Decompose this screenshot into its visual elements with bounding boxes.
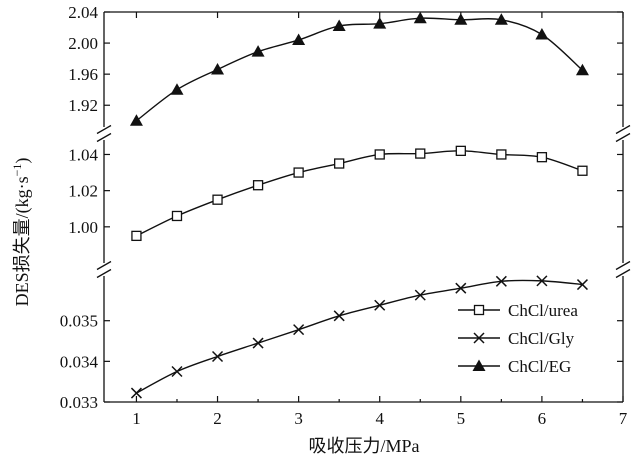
legend: ChCl/urea ChCl/Gly ChCl/EG	[458, 301, 578, 376]
x-tick-label: 7	[619, 409, 628, 428]
y-tick-label: 2.00	[68, 34, 98, 53]
series-chcl-gly	[130, 275, 588, 399]
data-point	[130, 387, 142, 399]
data-point	[496, 149, 507, 160]
y-axis-title: DES损失量/(kg·s−1)	[10, 158, 33, 307]
x-tick-label: 6	[538, 409, 547, 428]
data-point	[494, 13, 508, 25]
data-point	[455, 282, 467, 294]
data-point	[292, 33, 306, 45]
data-point	[536, 275, 548, 287]
series-line	[136, 150, 583, 237]
legend-entry: ChCl/EG	[458, 357, 571, 376]
data-point	[212, 350, 224, 363]
legend-label: ChCl/EG	[508, 357, 571, 376]
data-point	[251, 45, 265, 57]
data-point	[575, 63, 589, 76]
data-point	[212, 194, 223, 205]
legend-label: ChCl/urea	[508, 301, 578, 320]
axis-break-mark	[615, 260, 631, 271]
x-tick-label: 2	[213, 409, 222, 428]
data-point	[333, 310, 345, 322]
data-point	[131, 230, 142, 242]
data-point	[455, 145, 466, 157]
legend-marker	[472, 359, 486, 371]
data-point	[577, 165, 588, 176]
axis-break-mark	[96, 124, 112, 135]
legend-marker	[473, 304, 485, 316]
series-chcl-eg	[129, 11, 589, 126]
y-tick-label: 1.92	[68, 96, 98, 115]
data-point	[334, 158, 345, 169]
data-point	[454, 13, 468, 25]
data-point	[415, 148, 426, 159]
data-point	[373, 17, 387, 29]
x-tick-label: 5	[457, 409, 466, 428]
y-tick-label: 0.034	[60, 352, 99, 371]
series-line	[136, 17, 583, 122]
axis-break-mark	[96, 132, 112, 143]
data-point	[374, 149, 385, 160]
series-layer	[129, 11, 589, 399]
data-point	[576, 279, 588, 291]
y-tick-label: 2.04	[68, 3, 98, 22]
data-point	[495, 275, 507, 287]
data-point	[170, 83, 184, 95]
data-point	[171, 365, 183, 378]
x-tick-label: 4	[375, 409, 384, 428]
axis-break-mark	[615, 268, 631, 279]
y-tick-label: 1.96	[68, 65, 98, 84]
plot-frame	[96, 11, 631, 403]
data-point	[293, 167, 304, 178]
data-point	[374, 299, 386, 311]
data-point	[414, 289, 426, 301]
x-axis-title: 吸收压力/MPa	[308, 436, 419, 456]
data-point	[413, 11, 427, 24]
data-point	[252, 337, 264, 349]
legend-marker	[473, 332, 485, 344]
y-axis-title-close: )	[12, 158, 33, 164]
axis-break-mark	[96, 268, 112, 279]
data-point	[252, 180, 264, 191]
x-tick-label: 3	[294, 409, 303, 428]
legend-entry: ChCl/Gly	[458, 329, 575, 348]
y-tick-label: 0.035	[60, 312, 98, 331]
y-tick-label: 1.04	[68, 145, 98, 164]
axis-ticks	[104, 11, 624, 403]
y-axis-title-main: DES损失量/(kg·s	[12, 176, 33, 306]
tick-labels: 1 2 3 4 5 6 7 1.92 1.96 2.00 2.04 1.00 1.02 1.04 0.033…	[60, 3, 628, 428]
y-axis-title-exponent: −1	[10, 164, 24, 177]
legend-label: ChCl/Gly	[508, 329, 575, 348]
y-tick-label: 1.00	[68, 218, 98, 237]
series-chcl-urea	[131, 145, 588, 242]
data-point	[536, 152, 548, 163]
data-point	[332, 19, 346, 31]
y-tick-label: 1.02	[68, 182, 98, 201]
legend-entry: ChCl/urea	[458, 301, 578, 320]
axis-break-mark	[615, 124, 631, 135]
data-point	[129, 114, 143, 126]
data-point	[211, 63, 225, 75]
axis-break-mark	[96, 260, 112, 271]
data-point	[171, 210, 183, 222]
y-tick-label: 0.033	[60, 393, 98, 412]
x-tick-label: 1	[132, 409, 141, 428]
data-point	[293, 324, 305, 336]
axis-break-mark	[615, 132, 631, 143]
data-point	[535, 28, 549, 40]
series-line	[136, 279, 583, 394]
